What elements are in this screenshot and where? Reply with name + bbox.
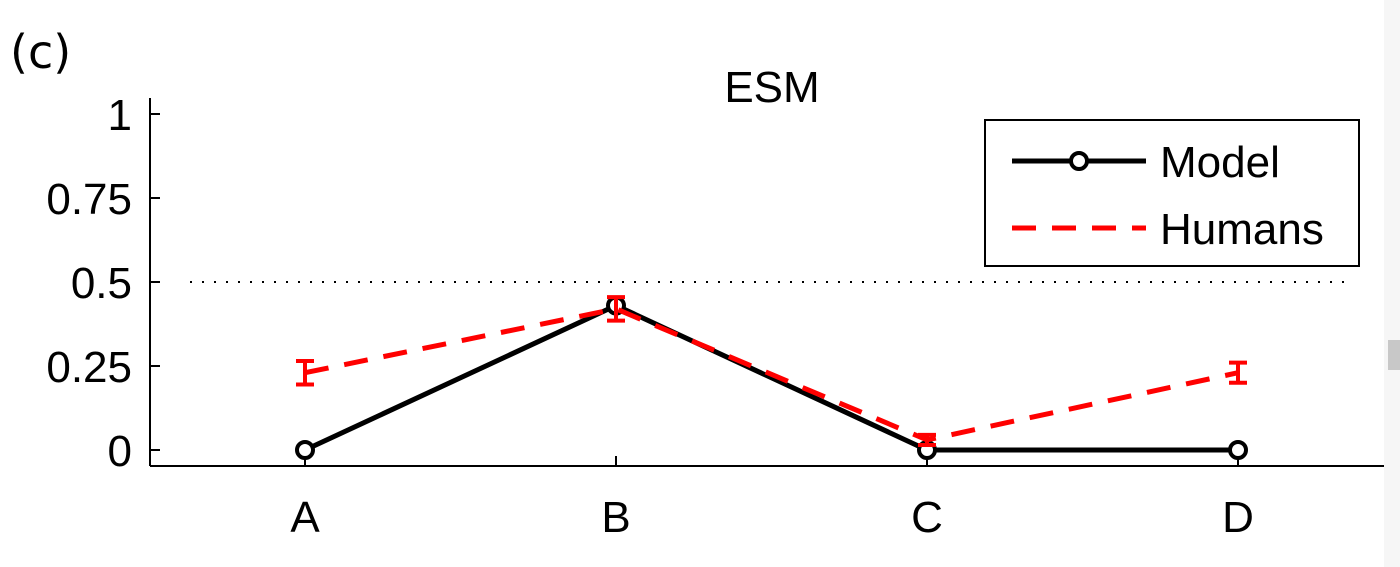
model-point bbox=[295, 440, 315, 460]
y-tick-label: 0.75 bbox=[46, 175, 132, 224]
legend-humans-label: Humans bbox=[1160, 205, 1324, 254]
y-tick-label: 1 bbox=[108, 91, 132, 140]
model-point bbox=[1228, 440, 1248, 460]
humans-line bbox=[304, 306, 1239, 443]
y-tick-label: 0.25 bbox=[46, 343, 132, 392]
x-tick-label: C bbox=[911, 493, 943, 542]
x-tick-label: D bbox=[1222, 493, 1254, 542]
x-tick-label: A bbox=[290, 493, 320, 542]
legend-model-marker bbox=[1069, 151, 1089, 171]
scrollbar-track[interactable] bbox=[1384, 0, 1400, 567]
series-model bbox=[295, 295, 1248, 460]
legend: Model Humans bbox=[984, 119, 1360, 267]
x-tick-label: B bbox=[601, 493, 630, 542]
model-line bbox=[303, 302, 1238, 453]
legend-model-label: Model bbox=[1160, 138, 1280, 187]
legend-box bbox=[984, 119, 1360, 267]
scrollbar-thumb[interactable] bbox=[1388, 340, 1400, 370]
chart-title: ESM bbox=[724, 63, 819, 112]
y-tick-label: 0 bbox=[108, 427, 132, 476]
panel-label: (c) bbox=[10, 25, 71, 79]
series-humans bbox=[296, 295, 1247, 447]
axes: 0 0.25 0.5 0.75 1 A B C D bbox=[46, 91, 1384, 542]
y-tick-label: 0.5 bbox=[71, 259, 132, 308]
